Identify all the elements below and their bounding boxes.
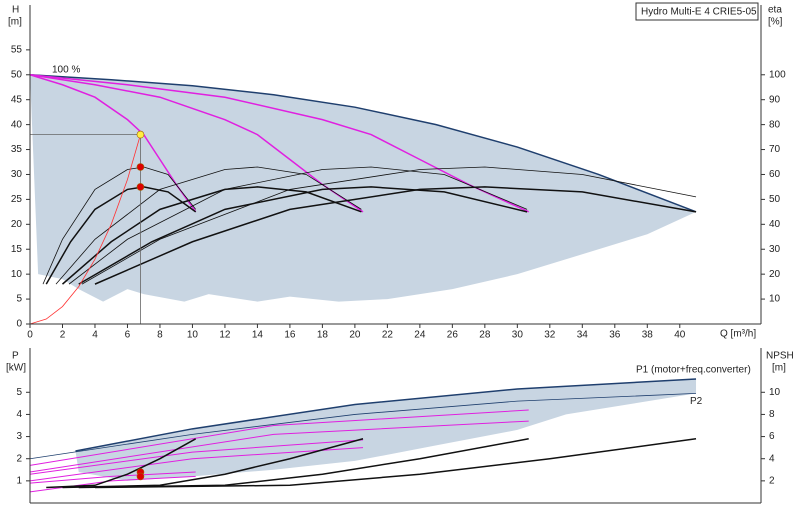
y-tick-label: 0 — [16, 319, 22, 330]
curve — [29, 74, 197, 213]
operating-point — [136, 163, 145, 171]
y2-tick-label: 70 — [769, 144, 781, 155]
y2-tick-label: 30 — [769, 244, 781, 255]
curve — [29, 74, 697, 213]
series-label: P2 — [690, 396, 703, 407]
x-tick-label: 22 — [382, 330, 394, 341]
operating-point — [136, 472, 145, 481]
y2-tick-label: 20 — [769, 269, 781, 280]
y-tick-label: 50 — [11, 69, 23, 80]
x-tick-label: 34 — [577, 330, 589, 341]
curve — [46, 438, 197, 489]
y-tick-label: 45 — [11, 94, 23, 105]
y2-label: eta — [768, 5, 782, 16]
x-tick-label: 10 — [187, 330, 199, 341]
x-tick-label: 32 — [544, 330, 556, 341]
curve — [75, 378, 697, 452]
y2-tick-label: 40 — [769, 219, 781, 230]
x-tick-label: 24 — [414, 330, 426, 341]
y2-tick-label: 90 — [769, 94, 781, 105]
x-tick-label: 30 — [512, 330, 524, 341]
y2-tick-label: 2 — [769, 475, 775, 486]
y-unit: [kW] — [6, 363, 26, 374]
x-tick-label: 36 — [609, 330, 621, 341]
x-tick-label: 8 — [157, 330, 163, 341]
x-tick-label: 2 — [60, 330, 66, 341]
curve — [42, 166, 197, 285]
y-tick-label: 3 — [16, 431, 22, 442]
operating-point — [136, 183, 145, 191]
curve — [61, 186, 362, 285]
title-box — [635, 2, 759, 21]
y2-label: NPSH — [766, 351, 794, 362]
y-tick-label: 5 — [16, 387, 22, 398]
y2-tick-label: 6 — [769, 431, 775, 442]
y-unit: [m] — [8, 17, 22, 28]
x-tick-label: 4 — [92, 330, 98, 341]
curve — [94, 438, 697, 489]
curve — [29, 439, 364, 475]
y-tick-label: 2 — [16, 453, 22, 464]
chart-title: Hydro Multi-E 4 CRIE5-05 — [641, 7, 757, 18]
y-tick-label: 4 — [16, 409, 22, 420]
x-tick-label: 40 — [674, 330, 686, 341]
x-tick-label: 16 — [284, 330, 296, 341]
y2-tick-label: 10 — [769, 294, 781, 305]
curve — [78, 186, 528, 285]
y-tick-label: 10 — [11, 269, 23, 280]
series-label: P1 (motor+freq.converter) — [636, 365, 751, 376]
curve — [81, 166, 697, 285]
y-tick-label: 5 — [16, 294, 22, 305]
x-tick-label: 28 — [479, 330, 491, 341]
y-tick-label: 15 — [11, 244, 23, 255]
curve — [29, 420, 529, 473]
operating-point — [136, 130, 145, 139]
y-tick-label: 30 — [11, 169, 23, 180]
curve — [94, 186, 697, 285]
y-label: H — [12, 5, 19, 16]
x-tick-label: 38 — [642, 330, 654, 341]
y2-unit: [%] — [768, 17, 783, 28]
y2-tick-label: 60 — [769, 169, 781, 180]
y-tick-label: 40 — [11, 119, 23, 130]
operating-area — [30, 74, 697, 302]
x-label: Q [m³/h] — [720, 329, 756, 340]
curve — [29, 471, 196, 484]
curve — [29, 409, 529, 466]
y-tick-label: 1 — [16, 475, 22, 486]
operating-area — [75, 379, 697, 481]
curve — [45, 186, 197, 285]
annotation: 100 % — [52, 65, 80, 76]
curve — [68, 166, 528, 285]
y-tick-label: 55 — [11, 45, 23, 56]
y-tick-label: 25 — [11, 194, 23, 205]
x-tick-label: 12 — [219, 330, 231, 341]
x-tick-label: 14 — [252, 330, 264, 341]
y2-tick-label: 8 — [769, 409, 775, 420]
y-tick-label: 20 — [11, 219, 23, 230]
x-tick-label: 0 — [27, 330, 33, 341]
y2-unit: [m] — [772, 363, 786, 374]
curve — [29, 74, 530, 213]
y2-tick-label: 100 — [769, 69, 786, 80]
curve — [29, 134, 141, 325]
curve — [29, 392, 697, 460]
curve — [29, 447, 364, 482]
plots: 0 2 4 6 8 10 12 14 16 18 20 22 24 26 28 30 32 34 36 38 40051… — [11, 5, 786, 504]
y-label: P — [12, 351, 19, 362]
x-tick-label: 18 — [317, 330, 329, 341]
x-tick-label: 20 — [349, 330, 361, 341]
y2-tick-label: 10 — [769, 387, 781, 398]
y2-tick-label: 80 — [769, 119, 781, 130]
curve — [55, 166, 362, 285]
curve — [29, 74, 364, 213]
y-tick-label: 35 — [11, 144, 23, 155]
x-tick-label: 26 — [447, 330, 459, 341]
y2-tick-label: 4 — [769, 453, 775, 464]
y2-tick-label: 50 — [769, 194, 781, 205]
x-tick-label: 6 — [125, 330, 131, 341]
curve — [29, 475, 196, 493]
